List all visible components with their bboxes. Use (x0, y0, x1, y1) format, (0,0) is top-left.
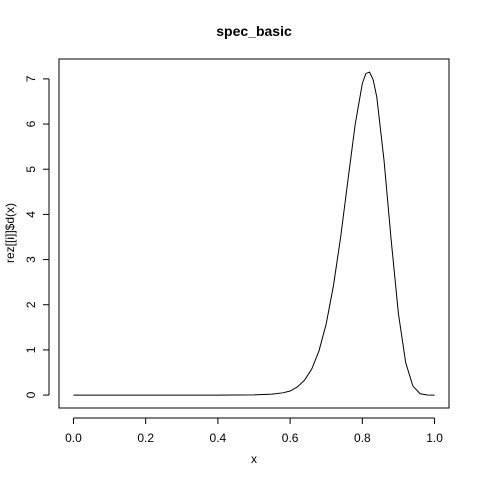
density-curve (73, 71, 435, 396)
y-tick-label: 0 (24, 391, 38, 398)
plot-frame (58, 58, 450, 409)
y-tick-label: 6 (24, 120, 38, 127)
x-axis-label: x (251, 452, 257, 466)
x-tick-label: 0.2 (137, 431, 154, 445)
y-tick-label: 2 (24, 301, 38, 308)
x-tick-label: 0.4 (210, 431, 227, 445)
y-axis-label: rez[[i]]$d(x) (3, 203, 17, 263)
y-axis: 0 1 2 3 4 5 6 7 (24, 75, 50, 398)
y-tick-label: 4 (24, 211, 38, 218)
x-tick-label: 0.0 (65, 431, 82, 445)
x-tick-label: 1.0 (426, 431, 443, 445)
y-tick-label: 5 (24, 166, 38, 173)
x-axis: 0.0 0.2 0.4 0.6 0.8 1.0 (65, 417, 443, 445)
chart-title: spec_basic (216, 23, 292, 39)
y-tick-label: 1 (24, 346, 38, 353)
x-tick-label: 0.8 (354, 431, 371, 445)
y-tick-label: 3 (24, 256, 38, 263)
x-tick-label: 0.6 (282, 431, 299, 445)
y-tick-label: 7 (24, 75, 38, 82)
